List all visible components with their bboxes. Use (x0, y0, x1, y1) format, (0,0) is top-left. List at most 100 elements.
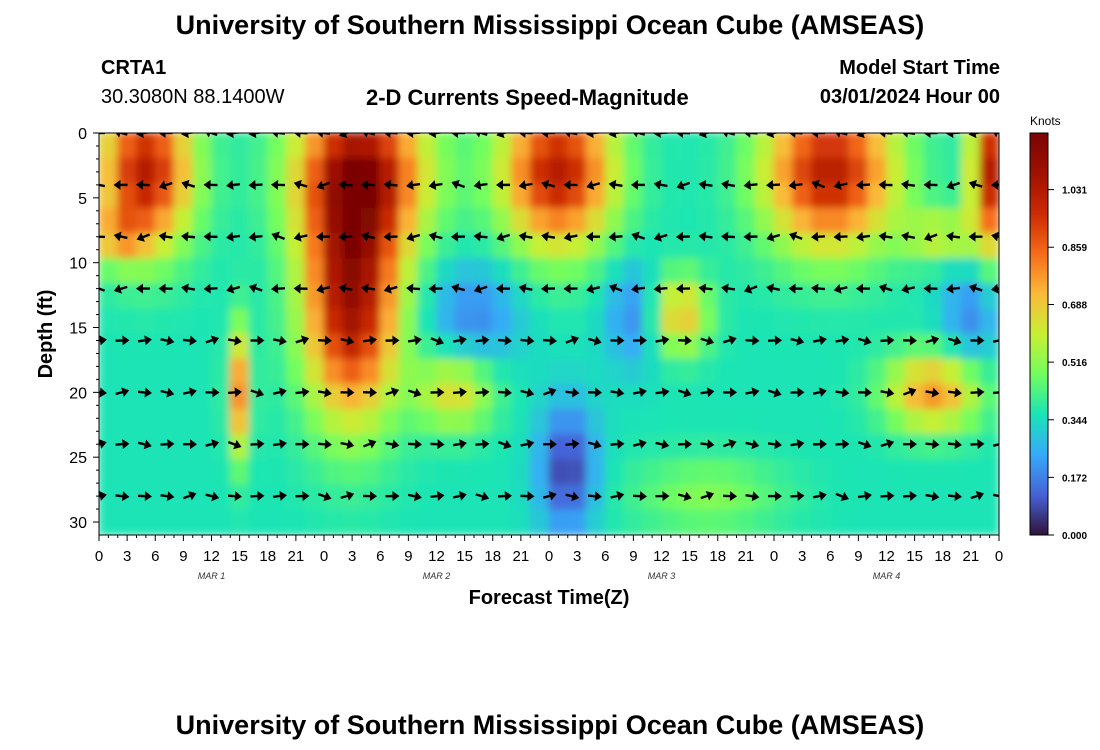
heatmap-cell (529, 233, 550, 260)
heatmap-cell (792, 383, 812, 410)
current-arrow (857, 387, 872, 398)
heatmap-cell (679, 207, 700, 235)
current-arrow (631, 231, 646, 242)
current-arrow (610, 387, 625, 398)
heatmap-cell (886, 283, 906, 310)
heatmap-cell (679, 333, 700, 360)
current-arrow (901, 231, 916, 242)
current-arrow (653, 179, 668, 190)
current-arrow (563, 133, 578, 138)
heatmap-cell (773, 258, 794, 285)
current-arrow (160, 387, 175, 398)
heatmap-cell (323, 233, 344, 260)
heatmap-cells (99, 133, 999, 535)
current-arrow (362, 491, 377, 502)
heatmap-cell (304, 509, 325, 535)
heatmap-cell (923, 133, 944, 159)
current-arrow (766, 179, 781, 190)
heatmap-cell (848, 383, 869, 410)
heatmap-cell (736, 408, 756, 436)
heatmap-cell (792, 509, 812, 535)
heatmap-cell (773, 383, 794, 410)
heatmap-cell (154, 233, 175, 260)
heatmap-cell (304, 207, 325, 235)
heatmap-cell (754, 358, 775, 385)
heatmap-cell (492, 233, 512, 260)
heatmap-cell (867, 408, 887, 436)
heatmap-cell (529, 509, 550, 535)
heatmap-cell (923, 182, 944, 209)
current-arrow (811, 231, 826, 242)
current-arrow (543, 439, 557, 450)
current-arrow (587, 335, 602, 346)
current-arrow (835, 491, 849, 502)
current-arrow (833, 180, 848, 190)
heatmap-cell (942, 207, 962, 235)
heatmap-cell (379, 408, 400, 436)
heatmap-cell (867, 484, 887, 511)
heatmap-cell (736, 358, 756, 385)
heatmap-cell (529, 133, 550, 159)
heatmap-cell (436, 358, 456, 385)
current-arrow (406, 283, 421, 294)
heatmap-cell (548, 133, 569, 159)
heatmap-cell (229, 459, 250, 486)
heatmap-cell (661, 133, 681, 159)
heatmap-cell (511, 308, 531, 335)
current-arrow (182, 439, 197, 450)
heatmap-cell (267, 133, 287, 159)
heatmap-cell (604, 182, 625, 209)
heatmap-cell (679, 459, 700, 486)
heatmap-cell (829, 207, 850, 235)
current-arrow (676, 231, 691, 242)
heatmap-cell (417, 157, 437, 184)
current-arrow (407, 335, 422, 346)
current-arrow (901, 179, 916, 190)
heatmap-cell (267, 258, 287, 285)
heatmap-cell (229, 258, 250, 285)
heatmap-cell (848, 358, 869, 385)
heatmap-cell (361, 308, 381, 335)
current-arrow (970, 491, 985, 501)
current-arrow (541, 231, 556, 242)
current-arrow (160, 335, 175, 346)
current-arrow (947, 491, 962, 502)
heatmap-cell (342, 484, 362, 511)
heatmap-cell (229, 308, 250, 335)
current-arrow (226, 284, 241, 294)
heatmap-cell (736, 207, 756, 235)
heatmap-cell (436, 308, 456, 335)
heatmap-cell (942, 484, 962, 511)
heatmap-cell (117, 258, 137, 285)
heatmap-cell (623, 484, 644, 511)
heatmap-cell (867, 434, 887, 461)
x-tick-label: 6 (601, 548, 609, 565)
heatmap-cell (867, 509, 887, 535)
heatmap-cell (773, 233, 794, 260)
colorbar: Knots 1.031 0.859 0.688 0.516 0.344 0.172 0.00… (1029, 114, 1087, 542)
heatmap-cell (604, 157, 625, 184)
heatmap-cell (886, 207, 906, 235)
heatmap-cell (548, 408, 569, 436)
heatmap-cell (117, 157, 137, 184)
heatmap-cell (379, 182, 400, 209)
heatmap-cell (698, 308, 719, 335)
heatmap-cell (342, 207, 362, 235)
current-arrow (451, 283, 466, 294)
heatmap-cell (942, 182, 962, 209)
heatmap-cell (211, 509, 231, 535)
heatmap-cell (154, 258, 175, 285)
heatmap-cell (454, 459, 475, 486)
heatmap-cell (229, 283, 250, 310)
heatmap-cell (173, 207, 194, 235)
heatmap-cell (661, 283, 681, 310)
current-arrow (631, 133, 646, 138)
heatmap-cell (829, 408, 850, 436)
current-arrow (317, 387, 332, 398)
heatmap-cell (623, 258, 644, 285)
heatmap-cell (211, 408, 231, 436)
heatmap-cell (173, 308, 194, 335)
heatmap-cell (792, 133, 812, 159)
heatmap-cell (848, 258, 869, 285)
heatmap-cell (361, 459, 381, 486)
